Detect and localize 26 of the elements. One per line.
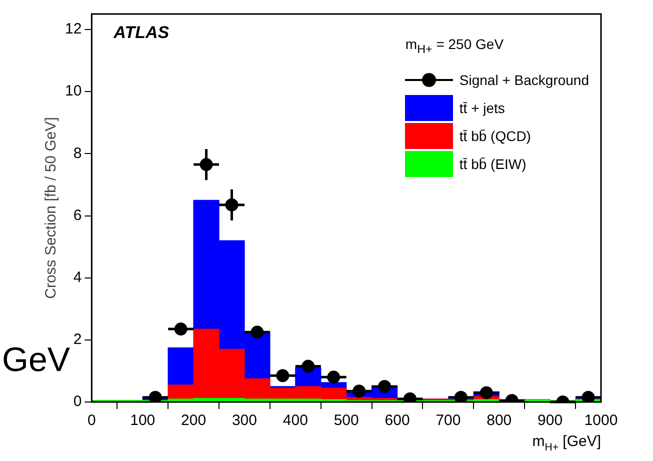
legend-label: tt̄ bb̄ (EIW) [459, 156, 526, 172]
y-tick-label: 4 [73, 268, 82, 286]
text: GeV [2, 340, 70, 379]
x-tick-label: 0 [88, 412, 96, 430]
legend-title: m$_{H+}$ = 250 GeV [405, 36, 505, 56]
y-tick-label: 2 [73, 331, 82, 348]
annotation: ATLAS [112, 23, 170, 42]
x-tick-label: 200 [181, 412, 206, 430]
x-tick-label: 500 [334, 412, 359, 430]
x-tick-label: 400 [282, 412, 308, 430]
y-tick-label: 8 [73, 144, 82, 162]
y-axis-title: Cross Section [fb / 50 GeV] [42, 117, 60, 299]
y-tick-label: 6 [73, 206, 82, 224]
x-tick-label: 900 [538, 412, 563, 430]
y-tick-label: 12 [64, 20, 82, 38]
x-tick-label: 800 [486, 412, 512, 430]
y-tick-label: 10 [64, 82, 82, 100]
y-tick-label: 0 [73, 393, 82, 410]
x-tick-label: 300 [232, 412, 257, 430]
x-tick-label: 600 [384, 412, 410, 430]
x-tick-label: 100 [130, 412, 156, 430]
legend-label: tt̄ bb̄ (QCD) [459, 128, 531, 144]
legend-label: tt̄ + jets [459, 100, 505, 116]
x-tick-label: 1000 [584, 412, 618, 430]
x-tick-label: 700 [436, 412, 461, 430]
legend-label: Signal + Background [459, 72, 589, 88]
